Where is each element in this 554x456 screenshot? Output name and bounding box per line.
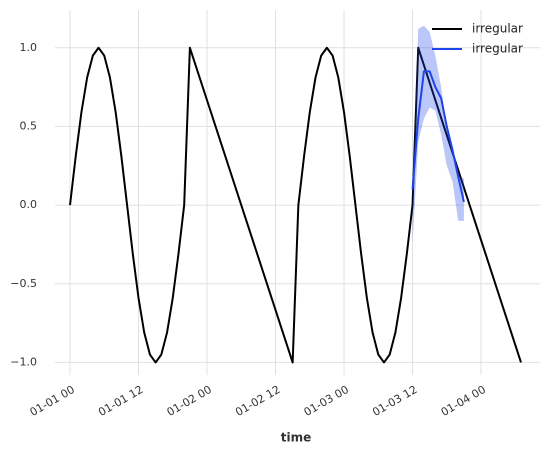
y-tick-label: 1.0 <box>20 41 38 54</box>
x-tick-label: 01-01 00 <box>28 383 77 419</box>
x-tick-label: 01-03 00 <box>302 383 351 419</box>
x-tick-label: 01-04 00 <box>439 383 488 419</box>
y-tick-label: −1.0 <box>10 355 37 368</box>
series-line <box>69 46 522 364</box>
legend-label: irregular <box>472 22 523 36</box>
y-tick-label: 0.0 <box>20 198 38 211</box>
x-tick-label: 01-01 12 <box>96 383 145 419</box>
legend-label: irregular <box>472 42 523 56</box>
x-axis-label: time <box>281 431 312 445</box>
series-line <box>411 70 465 203</box>
x-tick-label: 01-02 00 <box>165 383 214 419</box>
x-tick-label: 01-03 12 <box>370 383 419 419</box>
y-tick-label: 0.5 <box>20 119 38 132</box>
y-tick-label: −0.5 <box>10 277 37 290</box>
x-tick-label: 01-02 12 <box>233 383 282 419</box>
confidence-band <box>412 25 464 245</box>
